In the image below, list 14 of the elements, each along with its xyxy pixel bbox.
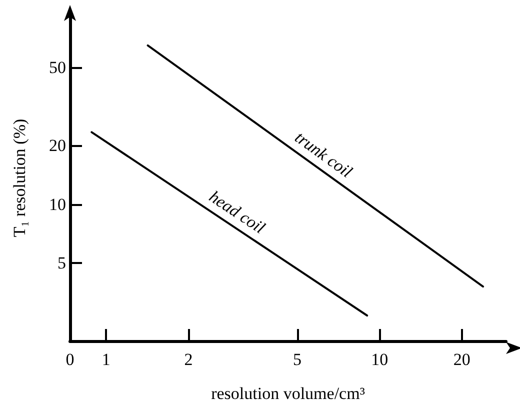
x-tick-label: 1 — [102, 350, 110, 369]
y-tick-label: 20 — [49, 136, 66, 155]
x-tick-label: 10 — [371, 350, 388, 369]
x-axis-title: resolution volume/cm³ — [211, 384, 365, 403]
text: head coil — [206, 186, 269, 238]
x-tick-label: 5 — [293, 350, 302, 369]
text: trunk coil — [291, 128, 356, 182]
y-tick-label: 5 — [58, 254, 66, 273]
y-tick-label: 50 — [49, 58, 66, 78]
y-axis-title: T₁ resolution (%) — [10, 118, 29, 238]
x-tick-label: 0 — [66, 350, 74, 369]
y-tick-label: 10 — [49, 194, 66, 214]
x-tick-label: 20 — [453, 350, 470, 369]
x-tick-label: 2 — [184, 350, 193, 369]
